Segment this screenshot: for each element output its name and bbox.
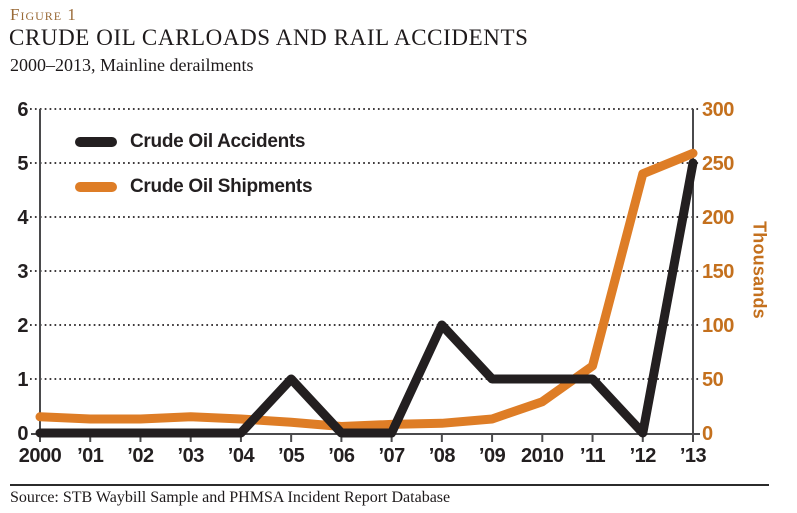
- right-axis-tick-label-50: 50: [702, 369, 724, 391]
- x-axis-label-12: ’12: [630, 445, 657, 467]
- x-axis-label-2: ’02: [127, 445, 154, 467]
- legend-label-accidents: Crude Oil Accidents: [130, 131, 306, 152]
- left-axis-tick-label-5: 5: [17, 153, 28, 175]
- x-axis-label-9: ’09: [479, 445, 506, 467]
- x-axis-label-6: ’06: [328, 445, 355, 467]
- chart-subtitle: 2000–2013, Mainline derailments: [10, 55, 254, 75]
- right-axis-tick-label-200: 200: [702, 207, 734, 229]
- series-line-shipments: [35, 148, 698, 431]
- right-axis-tick-label-0: 0: [702, 423, 713, 445]
- left-axis-tick-label-2: 2: [17, 315, 28, 337]
- page-title: CRUDE OIL CARLOADS AND RAIL ACCIDENTS: [9, 25, 529, 50]
- right-axis-tick-label-250: 250: [702, 153, 734, 175]
- source-credit: Source: STB Waybill Sample and PHMSA Inc…: [10, 489, 451, 506]
- x-axis-label-10: 2010: [521, 445, 564, 467]
- right-axis-tick-label-300: 300: [702, 99, 734, 121]
- legend-label-shipments: Crude Oil Shipments: [130, 176, 313, 197]
- x-axis-label-1: ’01: [77, 445, 104, 467]
- series-line-accidents: [35, 158, 698, 438]
- left-axis-tick-label-6: 6: [17, 99, 28, 121]
- figure-label: Figure 1: [10, 5, 77, 24]
- x-axis-label-4: ’04: [228, 445, 256, 467]
- right-axis-tick-label-150: 150: [702, 261, 734, 283]
- legend-swatch-shipments: [75, 182, 117, 192]
- right-axis-tick-label-100: 100: [702, 315, 734, 337]
- series-lines: [35, 148, 698, 438]
- axis-labels: 0 1 2 3 4 5 6 0 50 100 150 200 250 300 2000 ’01 ’02 ’03 ’0…: [17, 99, 734, 467]
- left-axis-tick-label-4: 4: [17, 207, 29, 229]
- x-axis-label-7: ’07: [378, 445, 405, 467]
- x-axis-label-5: ’05: [278, 445, 305, 467]
- x-axis-label-13: ’13: [680, 445, 707, 467]
- x-axis-label-11: ’11: [580, 445, 606, 467]
- x-axis-label-3: ’03: [178, 445, 205, 467]
- x-axis-label-8: ’08: [429, 445, 456, 467]
- right-axis-title: Thousands: [749, 221, 770, 319]
- source-divider: [10, 484, 769, 486]
- x-axis-label-0: 2000: [19, 445, 62, 467]
- left-axis-tick-label-1: 1: [17, 369, 28, 391]
- left-axis-tick-label-0: 0: [17, 423, 28, 445]
- legend-swatch-accidents: [75, 137, 117, 147]
- left-axis-tick-label-3: 3: [17, 261, 28, 283]
